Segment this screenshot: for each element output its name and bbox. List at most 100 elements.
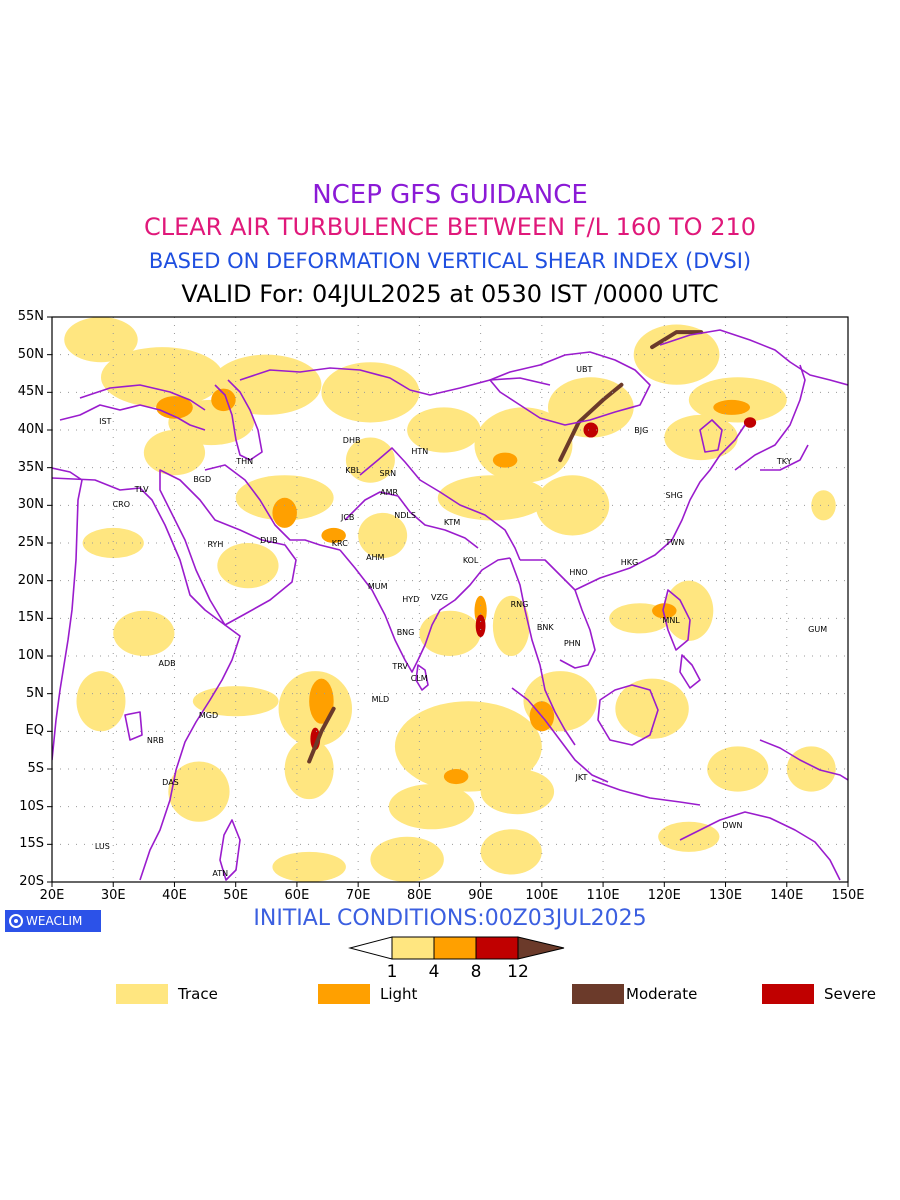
lon-tick-label: 50E (223, 888, 249, 903)
station-label: RYH (207, 540, 224, 550)
station-label: DHB (342, 435, 361, 445)
station-label: KRC (331, 538, 348, 548)
turbulence-area-trace (437, 475, 548, 521)
turbulence-area-trace (786, 746, 836, 792)
turbulence-area-light (211, 388, 236, 412)
axis-ticks (47, 316, 849, 887)
brand-name: WEACLIM (26, 914, 83, 928)
colorbar-segment (475, 936, 519, 960)
legend-label: Severe (824, 985, 876, 1003)
brand-logo-icon (9, 914, 23, 928)
turbulence-area-trace (345, 437, 395, 483)
lat-tick-label: 5S (27, 761, 44, 776)
turbulence-area-trace (64, 317, 138, 363)
legend-item: Severe (762, 983, 876, 1005)
legend-item: Moderate (572, 983, 697, 1005)
lat-tick-label: 45N (17, 384, 44, 400)
station-label: HTN (411, 446, 429, 456)
colorbar-threshold-label: 1 (386, 962, 398, 982)
station-label: JKT (575, 773, 588, 783)
turbulence-area-trace (388, 784, 475, 830)
colorbar-high-triangle (517, 936, 565, 960)
station-label: RNG (510, 599, 529, 609)
lat-tick-label: 40N (17, 422, 44, 437)
turbulence-area-trace (100, 347, 224, 408)
lon-tick-label: 100E (525, 888, 559, 903)
station-label: THN (236, 457, 254, 467)
turbulence-area-trace (370, 836, 444, 882)
lat-tick-label: 55N (17, 309, 44, 324)
lon-tick-label: 20E (39, 888, 65, 903)
station-label: BGD (193, 475, 212, 485)
title-model: NCEP GFS GUIDANCE (312, 180, 588, 210)
legend-swatch (762, 984, 814, 1004)
turbulence-area-light (652, 603, 677, 619)
lon-tick-label: 130E (709, 888, 743, 903)
turbulence-area-trace (321, 362, 420, 423)
station-label: KTM (443, 517, 461, 527)
turbulence-area-trace (211, 354, 322, 415)
title-product: CLEAR AIR TURBULENCE BETWEEN F/L 160 TO … (143, 213, 757, 241)
turbulence-area-trace (217, 543, 279, 589)
station-label: DUB (260, 536, 278, 546)
lon-tick-label: 150E (831, 888, 865, 903)
country-boundaries (52, 329, 848, 881)
station-label: TKY (776, 457, 792, 467)
turbulence-area-light (492, 452, 518, 468)
lon-tick-label: 110E (586, 888, 620, 903)
colorbar-threshold-label: 12 (507, 962, 529, 982)
turbulence-area-light (713, 399, 751, 415)
station-label: BNK (536, 623, 554, 633)
lon-tick-label: 90E (468, 888, 493, 903)
station-label: AHM (366, 553, 385, 563)
lat-tick-label: 10S (19, 798, 44, 814)
turbulence-area-trace (658, 821, 720, 852)
lon-tick-label: 40E (162, 888, 187, 903)
turbulence-area-trace (480, 829, 542, 875)
colorbar-segment (433, 936, 477, 960)
station-label: GUM (808, 625, 828, 635)
station-label: HYD (402, 595, 420, 605)
station-label: LUS (94, 842, 110, 852)
legend-swatch (116, 984, 168, 1004)
turbulence-area-trace (615, 678, 689, 739)
legend-label: Light (380, 985, 418, 1003)
lon-tick-label: 70E (345, 888, 371, 903)
initial-conditions: INITIAL CONDITIONS:00Z03JUL2025 (253, 906, 647, 931)
station-label: SHG (665, 491, 683, 501)
turbulence-area-light (309, 678, 334, 724)
station-label: ADB (158, 658, 176, 668)
station-label: NDLS (394, 510, 416, 520)
station-label: NRB (146, 736, 164, 746)
station-label: TLV (134, 484, 149, 494)
legend-label: Trace (178, 985, 218, 1003)
station-label: HNO (569, 568, 588, 578)
station-label: KBL (345, 466, 361, 476)
station-label: MNL (662, 616, 680, 626)
lat-tick-label: 30N (17, 497, 44, 513)
title-valid-time: VALID For: 04JUL2025 at 0530 IST /0000 U… (181, 280, 719, 308)
turbulence-area-trace (811, 490, 836, 521)
station-label: SRN (379, 469, 397, 479)
turbulence-area-severe (743, 417, 757, 428)
station-label: UBT (576, 365, 593, 375)
turbulence-area-trace (407, 407, 481, 453)
turbulence-area-trace (82, 527, 144, 559)
turbulence-area-severe (583, 422, 599, 438)
plot-frame (51, 316, 849, 883)
station-label: KOL (462, 556, 479, 566)
station-label: VZG (430, 592, 449, 602)
turbulence-area-trace (358, 512, 408, 559)
lat-tick-label: 20N (17, 572, 44, 588)
legend-item: Trace (116, 983, 218, 1005)
station-label: BJG (634, 425, 649, 435)
legend-label: Moderate (626, 985, 698, 1003)
turbulence-area-trace (492, 595, 530, 656)
colorbar-threshold-label: 8 (470, 962, 482, 982)
turbulence-area-trace (664, 580, 714, 641)
lon-tick-label: 120E (647, 888, 681, 903)
station-label: MGD (198, 711, 219, 721)
station-label: ATN (212, 868, 229, 878)
station-label: MLD (371, 694, 390, 704)
